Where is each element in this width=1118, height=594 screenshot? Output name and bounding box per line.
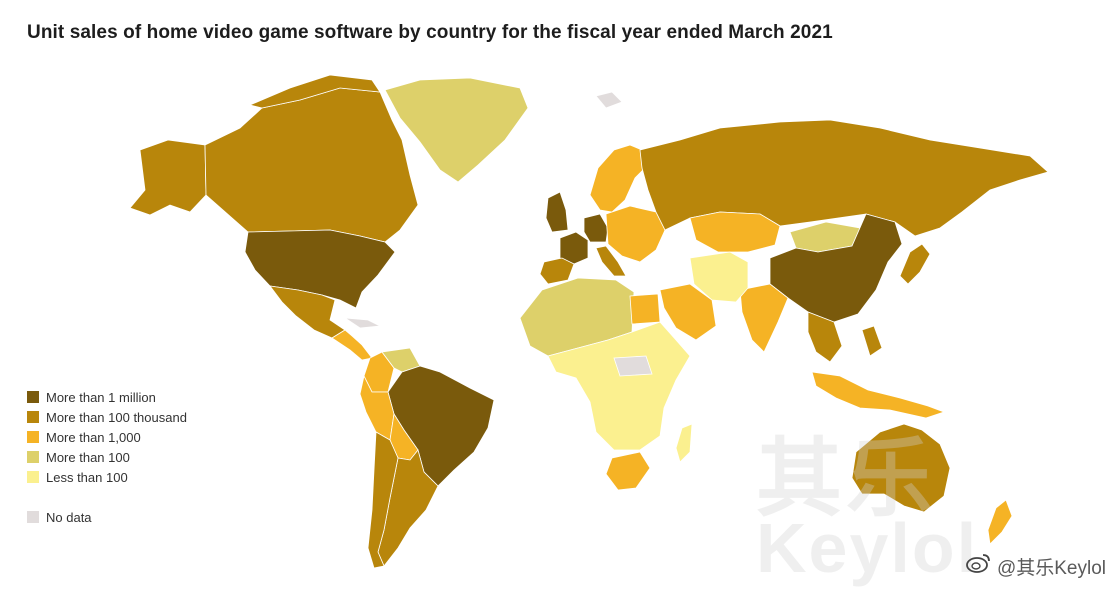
watermark-background-text-latin: Keylol	[756, 509, 979, 587]
region-canada-islands	[248, 74, 381, 109]
weibo-icon	[966, 552, 992, 580]
region-chile	[367, 431, 399, 569]
region-japan	[899, 243, 931, 285]
region-south-africa	[605, 451, 651, 491]
region-new-zealand	[987, 499, 1013, 545]
region-eastern-europe	[605, 205, 666, 263]
region-united-kingdom	[545, 191, 569, 233]
region-kazakhstan	[689, 211, 781, 253]
legend-item: Less than 100	[27, 467, 187, 487]
region-germany	[583, 213, 609, 243]
region-africa	[547, 321, 691, 451]
region-spain	[539, 257, 575, 285]
legend-swatch	[27, 451, 39, 463]
region-philippines	[861, 325, 883, 357]
legend-label: More than 1,000	[46, 429, 141, 445]
legend-item-no-data: No data	[27, 507, 187, 527]
watermark: @其乐Keylol	[966, 552, 1106, 580]
region-no-data-cuba	[344, 317, 382, 329]
legend-swatch	[27, 391, 39, 403]
region-united-states	[244, 229, 396, 309]
region-canada	[204, 87, 419, 243]
legend-label: More than 100 thousand	[46, 409, 187, 425]
region-scandinavia	[589, 144, 649, 213]
legend-label: Less than 100	[46, 469, 128, 485]
legend-item: More than 1,000	[27, 427, 187, 447]
legend-swatch	[27, 511, 39, 523]
legend-swatch	[27, 471, 39, 483]
region-india	[739, 283, 789, 353]
legend: More than 1 million More than 100 thousa…	[27, 387, 187, 527]
region-france	[559, 231, 589, 265]
legend-item: More than 1 million	[27, 387, 187, 407]
region-italy	[595, 245, 627, 277]
region-china	[769, 213, 903, 323]
region-alaska	[129, 139, 207, 216]
legend-item: More than 100	[27, 447, 187, 467]
legend-label: No data	[46, 509, 92, 525]
region-greenland	[384, 77, 529, 183]
legend-swatch	[27, 411, 39, 423]
legend-label: More than 1 million	[46, 389, 156, 405]
region-russia	[639, 119, 1049, 237]
region-southeast-asia	[807, 311, 843, 363]
region-no-data-svalbard	[595, 91, 623, 109]
legend-label: More than 100	[46, 449, 130, 465]
legend-swatch	[27, 431, 39, 443]
map-title: Unit sales of home video game software b…	[27, 22, 833, 43]
watermark-handle: @其乐Keylol	[996, 557, 1106, 579]
region-middle-east	[659, 283, 717, 341]
region-iran	[689, 251, 749, 303]
watermark-background-text: 其乐	[756, 431, 936, 527]
region-madagascar	[675, 423, 693, 463]
legend-item: More than 100 thousand	[27, 407, 187, 427]
region-central-america	[331, 329, 373, 361]
region-egypt	[629, 293, 661, 325]
region-no-data-central-africa	[613, 355, 653, 377]
region-indonesia	[811, 371, 946, 419]
region-australia	[851, 423, 951, 513]
